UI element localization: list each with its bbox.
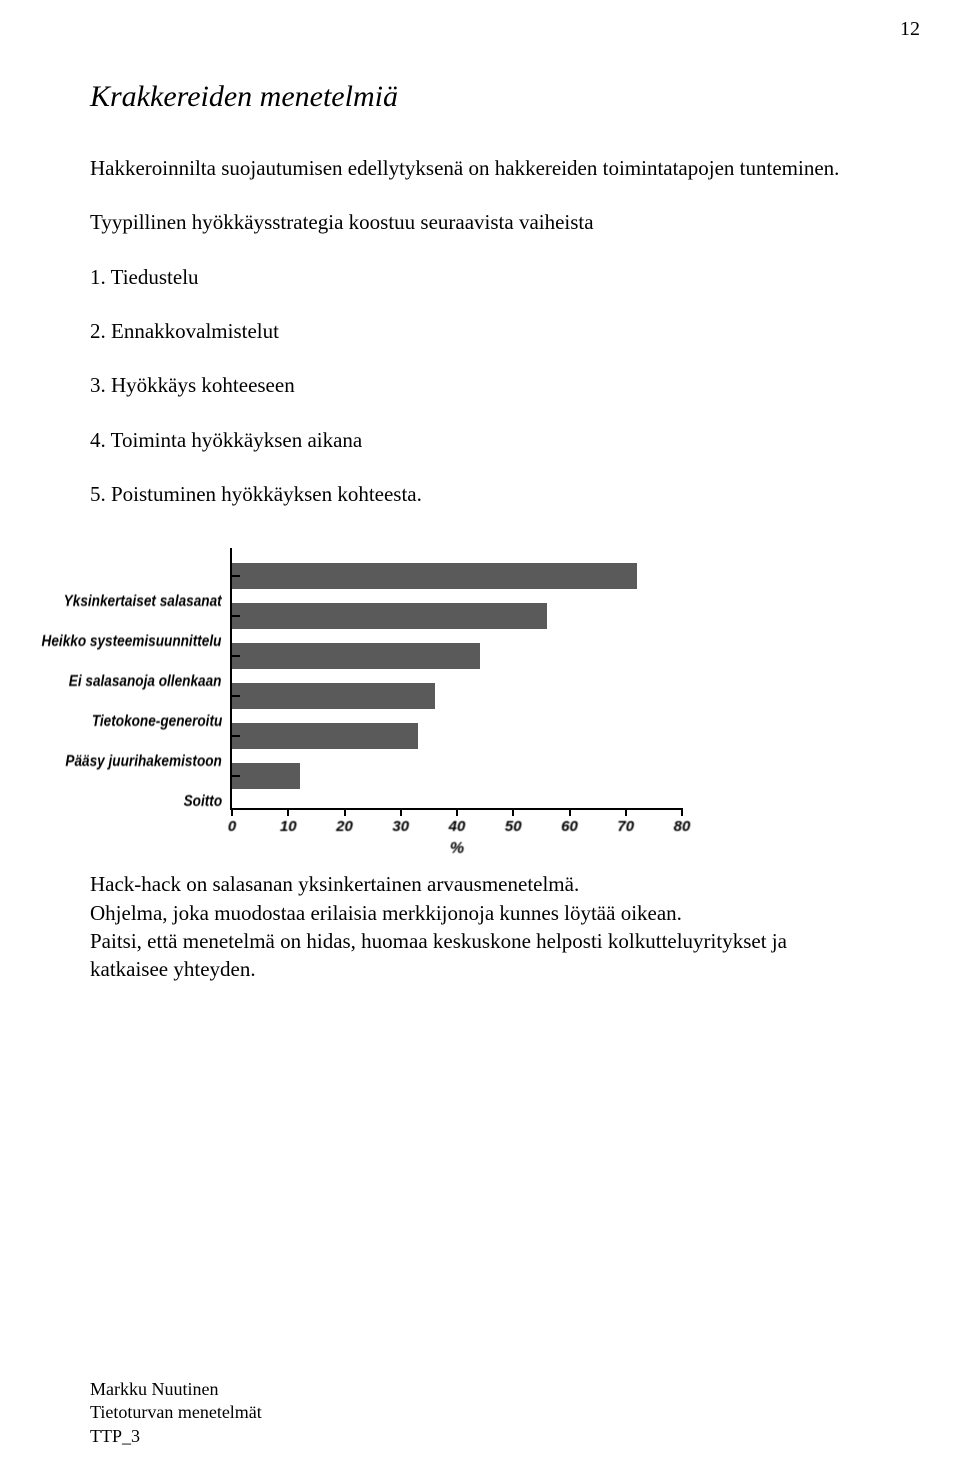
list-item: 5. Poistuminen hyökkäyksen kohteesta. (90, 480, 870, 508)
x-tick-label: 0 (228, 818, 236, 835)
paragraph: Paitsi, että menetelmä on hidas, huomaa … (90, 927, 870, 984)
paragraph: Hack-hack on salasanan yksinkertainen ar… (90, 870, 870, 898)
bar-category-label: Soitto (183, 789, 232, 815)
x-tick (681, 808, 683, 816)
bar (232, 683, 435, 709)
footer: Markku Nuutinen Tietoturvan menetelmät T… (90, 1378, 262, 1448)
x-tick (231, 808, 233, 816)
x-tick (569, 808, 571, 816)
paragraph: Ohjelma, joka muodostaa erilaisia merkki… (90, 899, 870, 927)
bar-row: Ei salasanoja ollenkaan (232, 643, 480, 669)
y-tick (230, 655, 240, 657)
x-tick (625, 808, 627, 816)
list-item: 1. Tiedustelu (90, 263, 870, 291)
bar (232, 603, 547, 629)
bar-category-label: Tietokone-generoitu (91, 709, 232, 735)
bar-category-label: Pääsy juurihakemistoon (65, 749, 232, 775)
page: 12 Krakkereiden menetelmiä Hakkeroinnilt… (0, 0, 960, 1478)
x-tick (287, 808, 289, 816)
x-tick-label: 50 (505, 818, 522, 835)
x-tick-label: 80 (674, 818, 691, 835)
x-tick-label: 10 (280, 818, 297, 835)
page-title: Krakkereiden menetelmiä (90, 80, 870, 114)
bar-row: Yksinkertaiset salasanat (232, 563, 637, 589)
y-tick (230, 695, 240, 697)
x-axis-title: % (450, 840, 464, 858)
bar-category-label: Heikko systeemisuunnittelu (42, 629, 232, 655)
x-tick (344, 808, 346, 816)
bar-category-label: Yksinkertaiset salasanat (64, 589, 232, 615)
y-tick (230, 735, 240, 737)
bar (232, 563, 637, 589)
list-item: 2. Ennakkovalmistelut (90, 317, 870, 345)
x-tick-label: 70 (617, 818, 634, 835)
x-tick (456, 808, 458, 816)
x-tick-label: 60 (561, 818, 578, 835)
footer-line: Tietoturvan menetelmät (90, 1401, 262, 1424)
list-item: 3. Hyökkäys kohteeseen (90, 371, 870, 399)
bar-row: Tietokone-generoitu (232, 683, 435, 709)
y-tick (230, 575, 240, 577)
y-tick (230, 775, 240, 777)
x-tick (512, 808, 514, 816)
bar-row: Pääsy juurihakemistoon (232, 723, 418, 749)
footer-line: Markku Nuutinen (90, 1378, 262, 1401)
chart-plot-area: Yksinkertaiset salasanat Heikko systeemis… (230, 548, 682, 810)
bar (232, 763, 300, 789)
page-number: 12 (900, 18, 920, 41)
bar-row: Heikko systeemisuunnittelu (232, 603, 547, 629)
bar (232, 643, 480, 669)
x-tick-label: 20 (336, 818, 353, 835)
bar-row: Soitto (232, 763, 300, 789)
list-intro-text: Tyypillinen hyökkäysstrategia koostuu se… (90, 208, 870, 236)
y-tick (230, 615, 240, 617)
x-tick-label: 40 (449, 818, 466, 835)
bar (232, 723, 418, 749)
intro-text: Hakkeroinnilta suojautumisen edellytykse… (90, 154, 870, 182)
x-tick-label: 30 (392, 818, 409, 835)
footer-line: TTP_3 (90, 1425, 262, 1448)
x-tick (400, 808, 402, 816)
bar-chart: Yksinkertaiset salasanat Heikko systeemis… (230, 548, 870, 810)
bar-category-label: Ei salasanoja ollenkaan (69, 669, 232, 695)
list-item: 4. Toiminta hyökkäyksen aikana (90, 426, 870, 454)
